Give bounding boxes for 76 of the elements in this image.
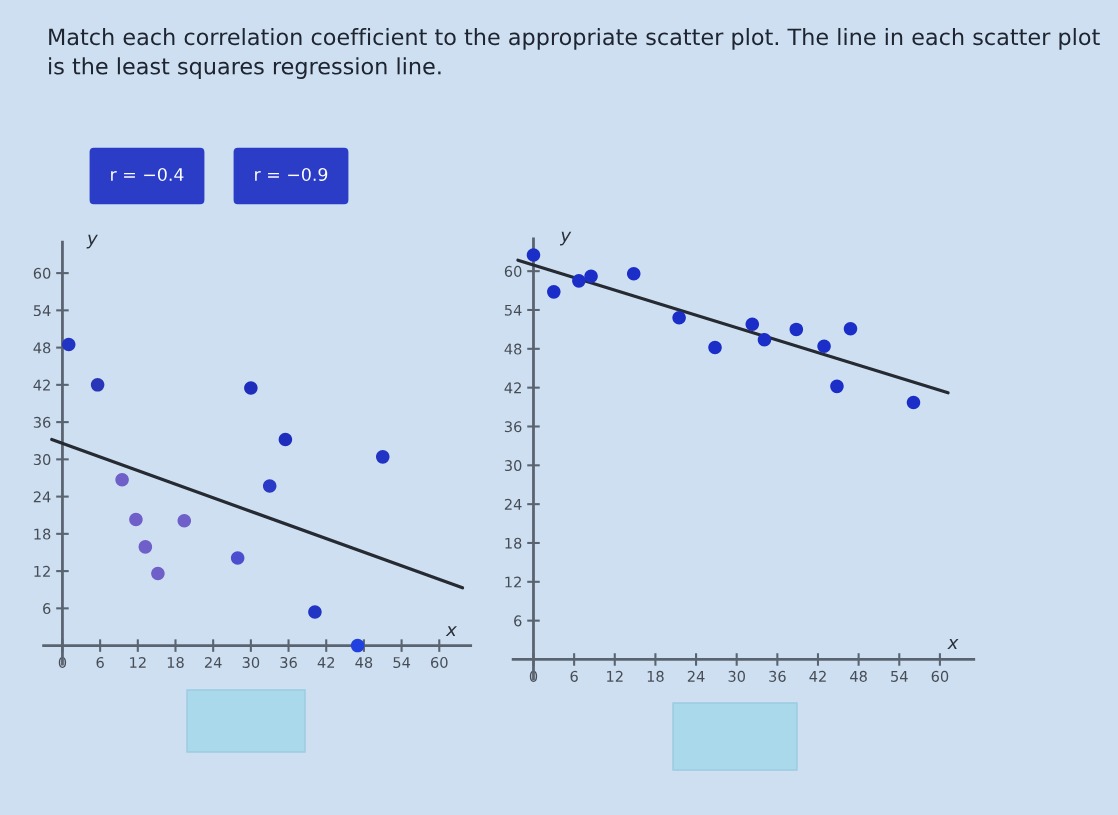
x-tick-label: 54 xyxy=(393,657,411,668)
point xyxy=(138,540,153,554)
y-tick-label: 30 xyxy=(33,454,51,466)
x-tick-label: 36 xyxy=(769,670,786,682)
point xyxy=(906,395,921,410)
point xyxy=(61,337,76,352)
x-tick-label: 54 xyxy=(891,671,908,682)
point xyxy=(230,551,245,565)
y-tick-label: 18 xyxy=(505,537,522,549)
point xyxy=(547,285,561,299)
x-tick-label: 60 xyxy=(931,670,949,682)
x-tick-label: 6 xyxy=(570,670,578,682)
point xyxy=(830,379,844,394)
text: r = −0.4 xyxy=(111,167,184,182)
y-axis-title: y xyxy=(86,234,98,249)
point xyxy=(708,340,722,355)
point xyxy=(526,248,541,262)
y-tick-label: 18 xyxy=(34,528,51,540)
point xyxy=(262,479,277,493)
point xyxy=(350,638,365,653)
y-tick-label: 60 xyxy=(504,265,522,277)
y-tick-label: 48 xyxy=(504,343,522,355)
point xyxy=(626,266,641,281)
y-tick-label: 12 xyxy=(505,576,521,588)
x-tick-label: 6 xyxy=(96,656,104,668)
point xyxy=(375,450,390,464)
y-tick-label: 42 xyxy=(33,379,50,391)
x-tick-label: 18 xyxy=(167,656,184,668)
x-tick-label: 24 xyxy=(687,670,705,682)
point xyxy=(115,473,129,487)
y-tick-label: 24 xyxy=(33,491,51,503)
point xyxy=(672,310,686,325)
point xyxy=(817,339,831,353)
y-tick-label: 36 xyxy=(33,416,51,428)
y-tick-label: 12 xyxy=(34,565,50,577)
y-tick-label: 6 xyxy=(514,615,522,627)
y-tick-label: 6 xyxy=(43,603,51,615)
point xyxy=(572,274,586,288)
x-tick-label: 0 xyxy=(58,656,67,668)
x-tick-label: 30 xyxy=(242,656,260,668)
x-tick-label: 24 xyxy=(204,656,222,668)
y-tick-label: 36 xyxy=(504,421,522,433)
x-axis-title: x xyxy=(947,639,959,649)
y-tick-label: 24 xyxy=(504,498,522,510)
point xyxy=(129,512,143,527)
text: Match each correlation coefficient to the appropriate scatter plot. The line in each scatter plot is the least squares regression line. xyxy=(49,28,1100,79)
x-tick-label: 30 xyxy=(728,670,746,682)
x-tick-label: 42 xyxy=(317,656,335,668)
y-tick-label: 48 xyxy=(33,342,51,354)
x-tick-label: 60 xyxy=(431,656,448,668)
point xyxy=(308,605,322,619)
x-tick-label: 48 xyxy=(355,656,373,668)
point xyxy=(278,432,293,447)
point xyxy=(90,378,105,392)
point xyxy=(177,514,192,528)
x-tick-label: 18 xyxy=(647,670,664,682)
point xyxy=(584,269,598,284)
point xyxy=(843,321,858,336)
text: r = −0.9 xyxy=(255,167,328,182)
y-tick-label: 60 xyxy=(33,267,51,279)
y-tick-label: 30 xyxy=(504,460,522,472)
x-tick-label: 12 xyxy=(607,670,623,682)
y-tick-label: 54 xyxy=(504,304,522,316)
x-tick-label: 42 xyxy=(809,670,826,682)
y-tick-label: 42 xyxy=(504,382,521,394)
x-tick-label: 12 xyxy=(130,656,146,668)
y-tick-label: 54 xyxy=(33,305,51,317)
y-axis-title: y xyxy=(559,231,572,246)
point xyxy=(757,332,772,347)
point xyxy=(745,317,760,331)
x-tick-label: 36 xyxy=(280,656,297,668)
point xyxy=(789,322,804,337)
point xyxy=(244,381,258,395)
x-tick-label: 48 xyxy=(850,670,867,682)
x-axis-title: x xyxy=(445,626,457,637)
point xyxy=(151,566,165,581)
